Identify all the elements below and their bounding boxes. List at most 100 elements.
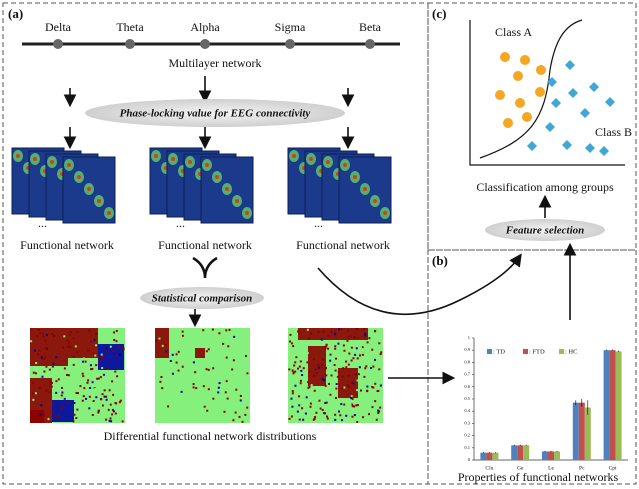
matrix-cell — [47, 418, 49, 420]
matrix-cell — [122, 347, 124, 349]
matrix-cell — [351, 395, 353, 397]
matrix-cell — [82, 375, 84, 377]
matrix-cell — [374, 330, 376, 332]
network-blob — [33, 157, 37, 161]
matrix-cell — [76, 351, 78, 353]
matrix-cell — [359, 366, 361, 368]
matrix-cell — [93, 400, 95, 402]
matrix-cell — [115, 412, 117, 414]
matrix-cell — [340, 328, 342, 330]
matrix-cell — [120, 400, 122, 402]
matrix-cell — [335, 370, 337, 372]
matrix-cell — [232, 419, 234, 421]
matrix-cell — [64, 367, 66, 369]
matrix-cell — [184, 397, 186, 399]
network-blob — [245, 211, 249, 215]
band-label: Delta — [45, 20, 72, 34]
matrix-cell — [293, 398, 295, 400]
matrix-cell — [294, 371, 296, 373]
bar — [492, 453, 498, 460]
matrix-cell — [370, 404, 372, 406]
matrix-cell — [313, 375, 315, 377]
matrix-cell — [51, 333, 53, 335]
matrix-cell — [238, 416, 240, 418]
matrix-cell — [67, 340, 69, 342]
matrix-cell — [350, 404, 352, 406]
matrix-cell — [334, 419, 336, 421]
matrix-cell — [55, 392, 57, 394]
matrix-cell — [347, 384, 349, 386]
matrix-cell — [52, 412, 54, 414]
matrix-cell — [82, 373, 84, 375]
panel-label: (a) — [8, 6, 23, 21]
arrow — [318, 256, 520, 314]
classification-caption: Classification among groups — [476, 180, 614, 194]
matrix-cell — [336, 383, 338, 385]
matrix-cell — [334, 364, 336, 366]
matrix-cell — [307, 387, 309, 389]
matrix-cell — [74, 414, 76, 416]
matrix-cell — [291, 342, 293, 344]
matrix-cell — [109, 420, 111, 422]
matrix-cell — [212, 329, 214, 331]
matrix-cell — [73, 356, 75, 358]
matrix-cell — [351, 347, 353, 349]
matrix-cell — [300, 382, 302, 384]
matrix-cell — [95, 364, 97, 366]
matrix-cell — [293, 351, 295, 353]
matrix-cell — [102, 356, 104, 358]
matrix-cell — [322, 409, 324, 411]
matrix-cell — [327, 418, 329, 420]
matrix-cell — [307, 329, 309, 331]
matrix-cell — [334, 333, 336, 335]
matrix-cell — [116, 330, 118, 332]
matrix-cell — [325, 347, 327, 349]
matrix-cell — [45, 366, 47, 368]
matrix-cell — [90, 364, 92, 366]
matrix-cell — [106, 399, 108, 401]
matrix-cell — [115, 340, 117, 342]
matrix-cell — [317, 331, 319, 333]
matrix-cell — [320, 408, 322, 410]
matrix-cell — [330, 354, 332, 356]
matrix-cell — [93, 353, 95, 355]
matrix-cell — [222, 343, 224, 345]
matrix-cell — [298, 385, 300, 387]
matrix-cell — [337, 343, 339, 345]
matrix-cell — [377, 410, 379, 412]
matrix-cell — [352, 382, 354, 384]
matrix-cell — [297, 331, 299, 333]
matrix-cell — [95, 333, 97, 335]
y-tick-label: 0.3 — [464, 420, 470, 425]
matrix-cell — [88, 329, 90, 331]
matrix-cell — [292, 369, 294, 371]
matrix-cell — [356, 347, 358, 349]
matrix-cell — [57, 415, 59, 417]
matrix-cell — [323, 412, 325, 414]
matrix-cell — [379, 407, 381, 409]
y-tick-label: 0.5 — [464, 396, 470, 401]
matrix-cell — [61, 392, 63, 394]
network-blob — [383, 211, 387, 215]
network-blob — [188, 160, 192, 164]
matrix-cell — [292, 390, 294, 392]
multilayer-label: Multilayer network — [169, 56, 262, 70]
matrix-cell — [85, 361, 87, 363]
matrix-cell — [347, 330, 349, 332]
matrix-cell — [53, 363, 55, 365]
matrix-cell — [108, 409, 110, 411]
matrix-cell — [68, 374, 70, 376]
matrix-cell — [378, 342, 380, 344]
matrix-cell — [305, 413, 307, 415]
matrix-cell — [69, 346, 71, 348]
matrix-cell — [338, 371, 340, 373]
matrix-block — [195, 348, 205, 358]
matrix-cell — [339, 414, 341, 416]
matrix-cell — [87, 382, 89, 384]
network-blob — [373, 199, 377, 203]
matrix-cell — [101, 358, 103, 360]
matrix-cell — [30, 340, 32, 342]
matrix-cell — [331, 331, 333, 333]
feature-selection-label: Feature selection — [505, 225, 585, 237]
ellipsis: ... — [38, 216, 47, 230]
